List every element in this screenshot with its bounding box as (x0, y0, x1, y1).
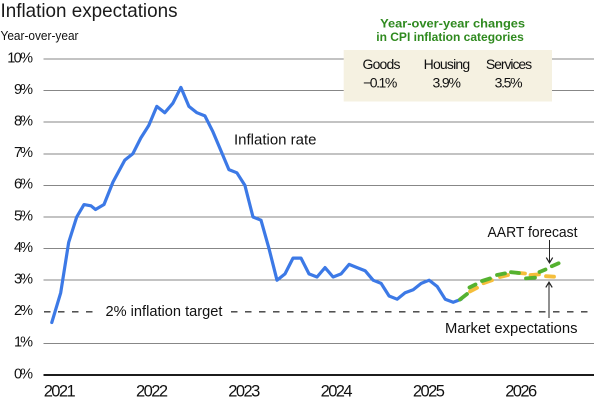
svg-text:2023: 2023 (228, 382, 260, 400)
svg-text:4%: 4% (14, 240, 33, 256)
svg-text:5%: 5% (14, 208, 33, 224)
svg-text:Market expectations: Market expectations (445, 321, 578, 337)
svg-text:1%: 1% (14, 335, 33, 351)
svg-text:6%: 6% (14, 177, 33, 193)
svg-text:9%: 9% (14, 82, 33, 98)
svg-text:Inflation expectations: Inflation expectations (1, 1, 178, 22)
svg-text:Services: Services (486, 56, 532, 72)
svg-text:Year-over-year changes: Year-over-year changes (380, 17, 525, 31)
svg-text:Year-over-year: Year-over-year (1, 28, 80, 43)
svg-text:8%: 8% (14, 114, 33, 130)
svg-text:2026: 2026 (505, 382, 537, 400)
svg-text:Inflation rate: Inflation rate (234, 133, 317, 149)
svg-text:3.5%: 3.5% (495, 75, 523, 91)
svg-text:AART forecast: AART forecast (488, 225, 578, 241)
svg-text:2%: 2% (14, 303, 33, 319)
svg-text:in CPI inflation categories: in CPI inflation categories (376, 30, 524, 44)
svg-text:3.9%: 3.9% (432, 75, 461, 91)
svg-text:2% inflation target: 2% inflation target (106, 304, 223, 320)
svg-text:7%: 7% (14, 145, 33, 161)
svg-text:2022: 2022 (136, 382, 168, 400)
svg-text:0%: 0% (14, 366, 33, 382)
svg-text:Housing: Housing (424, 56, 471, 72)
svg-text:2024: 2024 (321, 382, 353, 400)
svg-text:10%: 10% (7, 50, 33, 66)
svg-text:3%: 3% (14, 272, 33, 288)
svg-text:Goods: Goods (363, 56, 401, 72)
svg-text:2025: 2025 (413, 382, 445, 400)
svg-text:−0.1%: −0.1% (363, 75, 397, 91)
svg-text:2021: 2021 (44, 382, 76, 400)
